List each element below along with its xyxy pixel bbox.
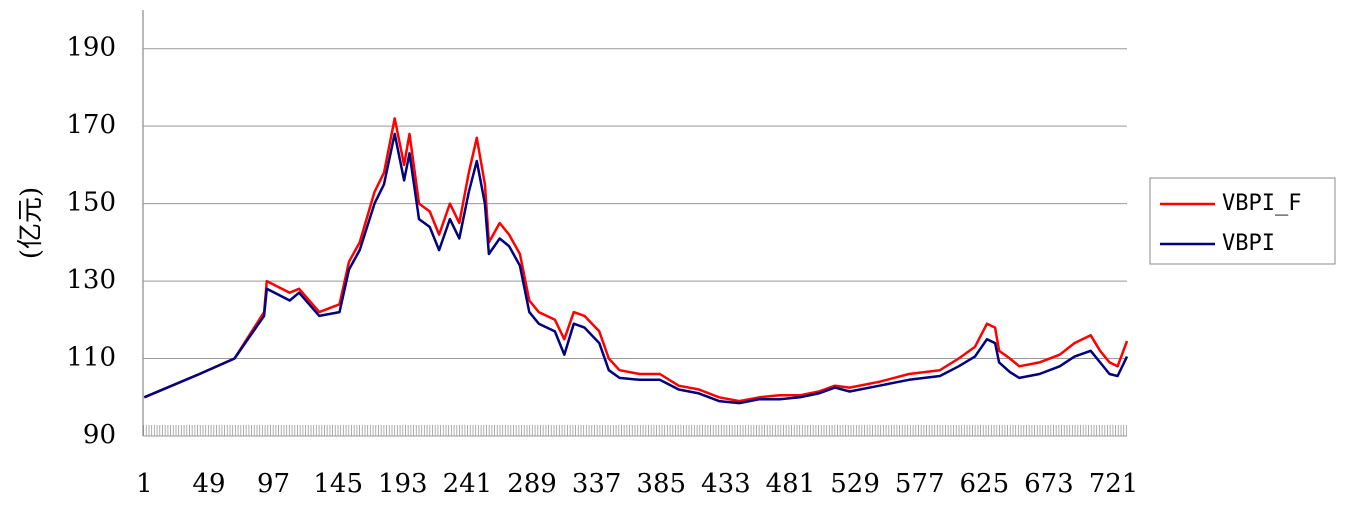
x-tick-label: 625 <box>959 469 1009 499</box>
x-tick-label: 97 <box>257 469 290 499</box>
x-tick-label: 145 <box>313 469 363 499</box>
x-tick-label: 337 <box>572 469 622 499</box>
series-line <box>143 117 1129 403</box>
y-tick-label: 130 <box>66 265 116 295</box>
x-tick-label: 49 <box>192 469 225 499</box>
x-tick-label: 1 <box>136 469 153 499</box>
legend-label: VBPI_F <box>1222 191 1301 216</box>
minor-ticks <box>143 425 1127 436</box>
x-tick-label: 577 <box>895 469 945 499</box>
y-tick-label: 90 <box>83 420 116 450</box>
x-tick-label: 433 <box>701 469 751 499</box>
y-tick-label: 190 <box>66 33 116 63</box>
x-tick-label: 385 <box>636 469 686 499</box>
x-tick-label: 673 <box>1024 469 1074 499</box>
y-axis-label: (亿元) <box>16 187 46 259</box>
x-tick-label: 289 <box>507 469 557 499</box>
x-tick-label: 193 <box>378 469 428 499</box>
x-tick-label: 721 <box>1089 469 1139 499</box>
x-tick-label: 481 <box>766 469 816 499</box>
y-tick-label: 110 <box>66 343 116 373</box>
x-tick-label: 241 <box>443 469 493 499</box>
x-tick-label: 529 <box>830 469 880 499</box>
series-line <box>143 132 1129 405</box>
legend <box>1149 177 1336 265</box>
y-tick-label: 150 <box>66 188 116 218</box>
legend-label: VBPI <box>1222 231 1275 256</box>
y-tick-label: 170 <box>66 110 116 140</box>
